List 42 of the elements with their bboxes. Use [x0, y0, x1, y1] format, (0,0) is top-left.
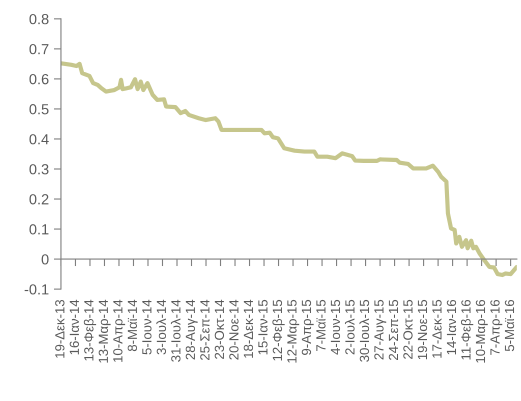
y-tick-label: -0.1 [24, 284, 48, 295]
y-tick-label: 0.8 [29, 14, 49, 24]
x-tick-label: 3-Ιουλ-14 [156, 300, 166, 354]
x-tick-label: 16-Ιαν-14 [70, 300, 80, 354]
x-tick-label: 18-Δεκ-14 [244, 300, 254, 358]
x-tick-label: 23-Οκτ-14 [214, 300, 224, 359]
x-tick-label: 12-Φεβ-15 [272, 300, 285, 360]
y-tick-label: 0 [42, 254, 49, 265]
y-tick-label: 0.6 [29, 74, 49, 84]
x-tick-label: 22-Οκτ-15 [403, 300, 413, 359]
x-tick-label: 20-Νοε-14 [229, 300, 239, 360]
x-tick-label: 14-Ιαν-16 [446, 300, 456, 354]
x-tick-label: 25-Σεπ-14 [200, 300, 210, 360]
x-tick-label: 17-Δεκ-15 [432, 300, 442, 358]
y-tick-label: 0.2 [29, 194, 48, 204]
x-tick-label: 7-Απρ-16 [490, 300, 502, 355]
x-tick-label: 7-Μαϊ-15 [316, 300, 326, 352]
x-tick-label: 15-Ιαν-15 [258, 300, 268, 354]
y-tick-label: 0.1 [29, 224, 48, 234]
y-tick-label: 0.5 [29, 104, 49, 114]
x-tick-label: 19-Νοε-15 [418, 300, 428, 360]
x-tick-label: 5-Ιουν-14 [142, 300, 152, 354]
x-tick-label: 12-Μαρ-15 [287, 300, 300, 363]
x-tick-label: 19-Δεκ-13 [55, 300, 64, 358]
x-tick-label: 28-Αυγ-14 [186, 300, 198, 360]
x-tick-label: 31-Ιουλ-14 [170, 300, 181, 362]
x-tick-label: 10-Μαρ-16 [476, 300, 488, 363]
x-tick-label: 5-Μαϊ-16 [504, 300, 514, 352]
y-tick-label: 0.7 [29, 44, 48, 54]
x-tick-label: 4-Ιουν-15 [330, 300, 340, 355]
x-tick-label: 13-Μαρ-14 [98, 300, 111, 363]
x-tick-label: 11-Φεβ-16 [460, 300, 474, 360]
x-tick-label: 13-Φεβ-14 [84, 300, 96, 360]
y-tick-label: 0.3 [29, 164, 49, 174]
x-tick-label: 24-Σεπ-15 [388, 300, 398, 360]
x-tick-label: 9-Απρ-15 [302, 300, 314, 355]
x-tick-label: 8-Μαϊ-14 [128, 300, 138, 352]
x-tick-label: 30-Ιουλ-15 [359, 300, 370, 362]
x-tick-label: 10-Απρ-14 [113, 300, 126, 362]
y-tick-label: 0.4 [29, 134, 49, 144]
x-tick-label: 27-Αυγ-15 [374, 300, 386, 360]
x-tick-label: 2-Ιουλ-15 [344, 300, 355, 354]
